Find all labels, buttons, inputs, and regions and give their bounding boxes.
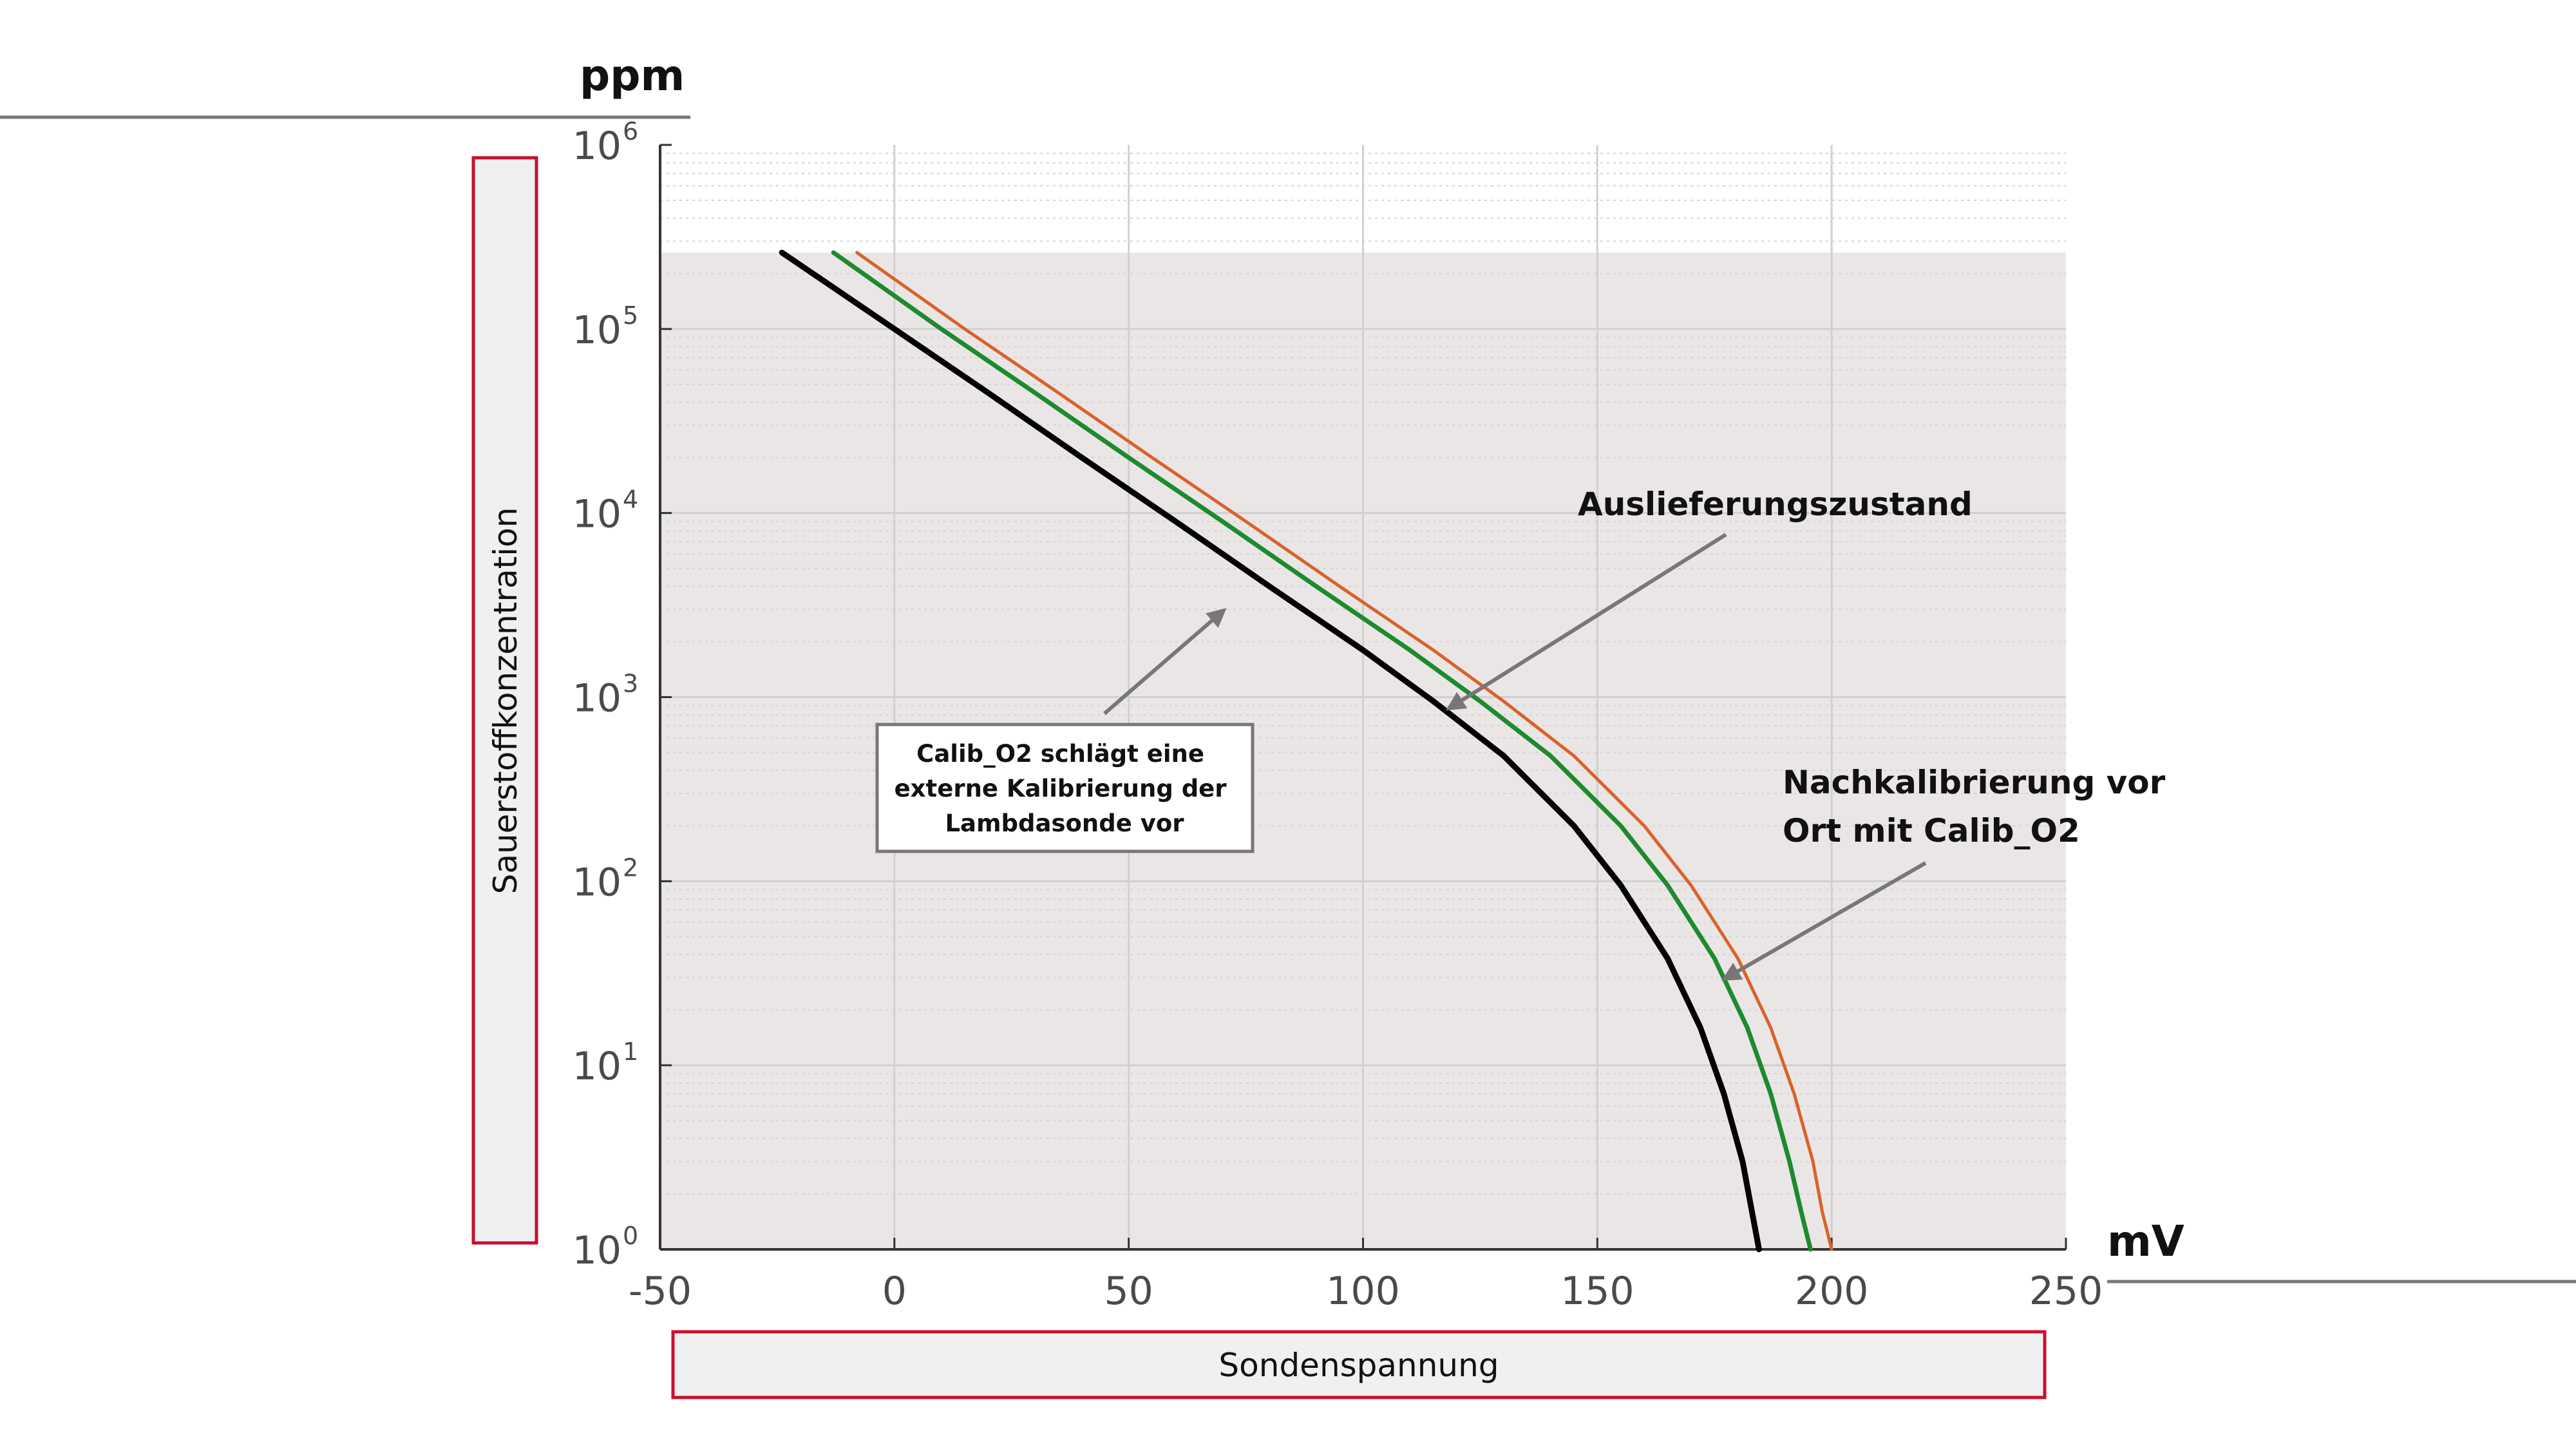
annotation-nachkalibrierung: Nachkalibrierung vor Ort mit Calib_O2 — [1783, 764, 2177, 849]
y-tick-label: 10 — [573, 124, 621, 169]
y-tick-exponent: 6 — [623, 117, 638, 146]
y-tick-exponent: 5 — [623, 301, 638, 330]
annotation-auslieferung: Auslieferungszustand — [1578, 486, 1973, 523]
calib-box — [875, 723, 1255, 853]
y-tick-label: 10 — [573, 676, 621, 721]
annotation-nachkalibrierung-line-1: Nachkalibrierung vor — [1783, 764, 2166, 801]
annotation-calib-line-1: Calib_O2 schlägt eine — [916, 740, 1204, 768]
y-tick-label: 10 — [573, 860, 621, 905]
y-tick-exponent: 4 — [623, 486, 638, 514]
y-tick-label: 10 — [573, 492, 621, 537]
annotation-calib-line-3: Lambdasonde vor — [945, 810, 1184, 837]
arrow-nachkalibrierung — [1721, 861, 1927, 981]
annotation-calib-box: Calib_O2 schlägt eine externe Kalibrieru… — [895, 740, 1235, 837]
y-tick-exponent: 3 — [623, 670, 638, 698]
x-tick-label: 150 — [1560, 1269, 1634, 1314]
y-tick-exponent: 2 — [623, 853, 638, 882]
series-line-1 — [779, 249, 1762, 1253]
annotation-nachkalibrierung-line-2: Ort mit Calib_O2 — [1783, 812, 2080, 849]
x-tick-label: 50 — [1104, 1269, 1153, 1314]
arrow-auslieferung — [1445, 533, 1727, 711]
y-axis-label: Sauerstoffkonzentration — [487, 507, 524, 895]
x-tick-label: 100 — [1326, 1269, 1400, 1314]
x-tick-label: -50 — [629, 1269, 692, 1314]
annotation-calib-line-2: externe Kalibrierung der — [895, 775, 1227, 802]
x-axis-label-box — [671, 1330, 2047, 1399]
arrow-calib — [1103, 608, 1227, 715]
y-tick-exponent: 1 — [623, 1037, 638, 1066]
y-tick-exponent: 0 — [623, 1222, 638, 1250]
y-unit-label: ppm — [580, 51, 685, 100]
y-tick-label: 10 — [573, 1044, 621, 1089]
y-tick-label: 10 — [573, 1228, 621, 1273]
x-axis-label: Sondenspannung — [1218, 1347, 1499, 1384]
annotation-auslieferung-line: Auslieferungszustand — [1578, 486, 1973, 523]
x-tick-label: 200 — [1795, 1269, 1869, 1314]
annotations: Auslieferungszustand Nachkalibrierung vo… — [875, 486, 2177, 981]
x-tick-label: 250 — [2029, 1269, 2103, 1314]
x-tick-label: 0 — [882, 1269, 907, 1314]
x-unit-label: mV — [2107, 1217, 2184, 1266]
y-axis-label-box — [471, 156, 538, 1245]
y-tick-label: 10 — [573, 308, 621, 353]
grid — [660, 145, 2066, 1249]
series-lines — [779, 249, 1833, 1253]
series-line-2 — [831, 250, 1813, 1252]
series-line-3 — [855, 251, 1833, 1251]
